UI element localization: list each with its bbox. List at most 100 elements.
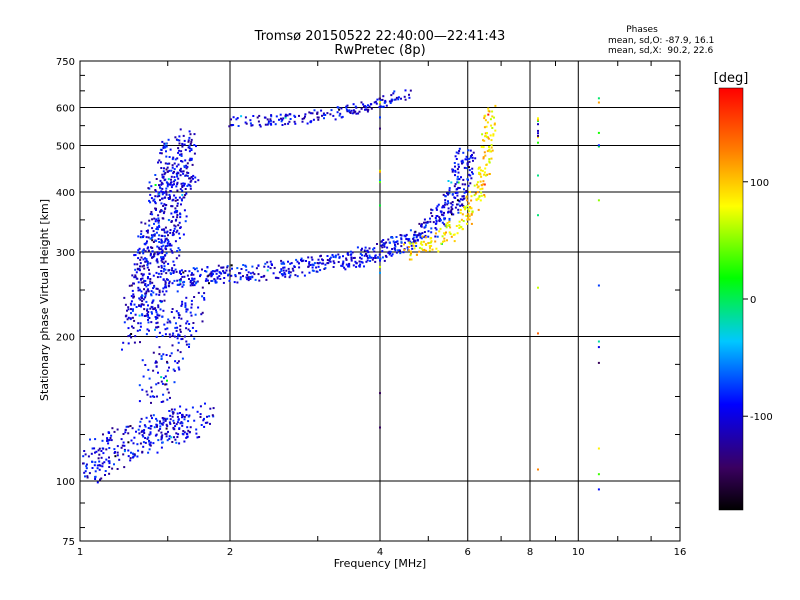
data-point [282,261,285,264]
data-point [345,263,348,266]
data-point [363,105,365,108]
data-point [484,119,487,122]
data-point [157,306,160,309]
data-point [278,271,281,274]
data-point [159,187,162,190]
data-point [145,333,148,336]
data-point [199,405,202,408]
data-point [466,205,469,207]
data-point [141,274,144,277]
data-point [437,250,440,253]
data-point [163,142,166,145]
data-point [168,282,171,285]
data-point [189,279,192,282]
data-point [334,254,337,257]
data-point [366,259,369,262]
data-point [197,306,200,309]
data-point [439,217,441,220]
data-point [149,395,152,398]
data-point [438,230,441,233]
data-point [193,144,196,146]
data-point [443,211,445,214]
data-point [395,96,398,99]
data-point [169,148,172,151]
data-point [360,249,363,252]
data-point [175,329,178,332]
data-point [288,270,291,273]
data-point [341,263,344,266]
data-point [178,249,181,251]
data-point [176,175,179,178]
data-point [446,222,449,224]
data-point [308,262,311,265]
data-point [195,330,198,333]
data-point [144,257,147,260]
data-point [379,99,382,101]
data-point [211,414,214,417]
data-point [410,244,413,247]
data-point [113,452,116,454]
data-point [161,187,164,190]
data-point [470,207,473,210]
data-point [461,195,464,198]
data-point [236,281,239,284]
data-point [116,451,119,454]
data-point [173,316,176,319]
data-point [101,439,104,442]
data-point [464,206,467,209]
data-point [127,327,130,330]
data-point [244,116,247,119]
data-point [454,174,456,177]
data-point [457,181,460,184]
data-point [152,230,155,233]
data-point [435,220,438,223]
data-point [316,262,319,264]
data-point [446,203,449,206]
data-point [460,176,462,179]
data-point [167,391,170,394]
data-point [176,157,179,160]
data-point [160,438,163,441]
data-point [471,172,474,175]
data-point [423,248,426,251]
data-point [148,433,151,436]
data-point [154,307,157,310]
data-point [267,265,270,268]
data-point [179,351,182,354]
data-point [97,449,100,452]
data-point [185,414,188,417]
data-point [132,455,135,458]
data-point [434,235,437,238]
data-point [123,448,126,451]
data-point [157,304,160,307]
data-point [165,418,167,421]
data-point [149,427,152,430]
data-point [283,262,286,265]
data-point [140,290,143,293]
data-point [469,206,472,208]
data-point [467,202,470,205]
data-point [166,162,169,165]
data-point [199,413,202,416]
data-point [85,463,88,466]
data-point [452,213,455,216]
data-point [149,444,152,447]
data-point [363,254,366,257]
data-point [483,126,486,129]
data-point [379,105,382,108]
data-point [188,159,191,162]
data-point [176,189,179,192]
data-point [191,163,194,166]
data-point [435,208,438,211]
data-point [205,270,208,273]
data-point [326,255,329,257]
data-point [390,236,393,239]
data-point [144,280,147,282]
data-point [206,415,208,418]
data-point [162,278,165,281]
data-point [359,252,362,255]
data-point [294,274,297,277]
data-point [269,122,272,125]
data-point [223,271,226,274]
data-point [185,192,188,195]
